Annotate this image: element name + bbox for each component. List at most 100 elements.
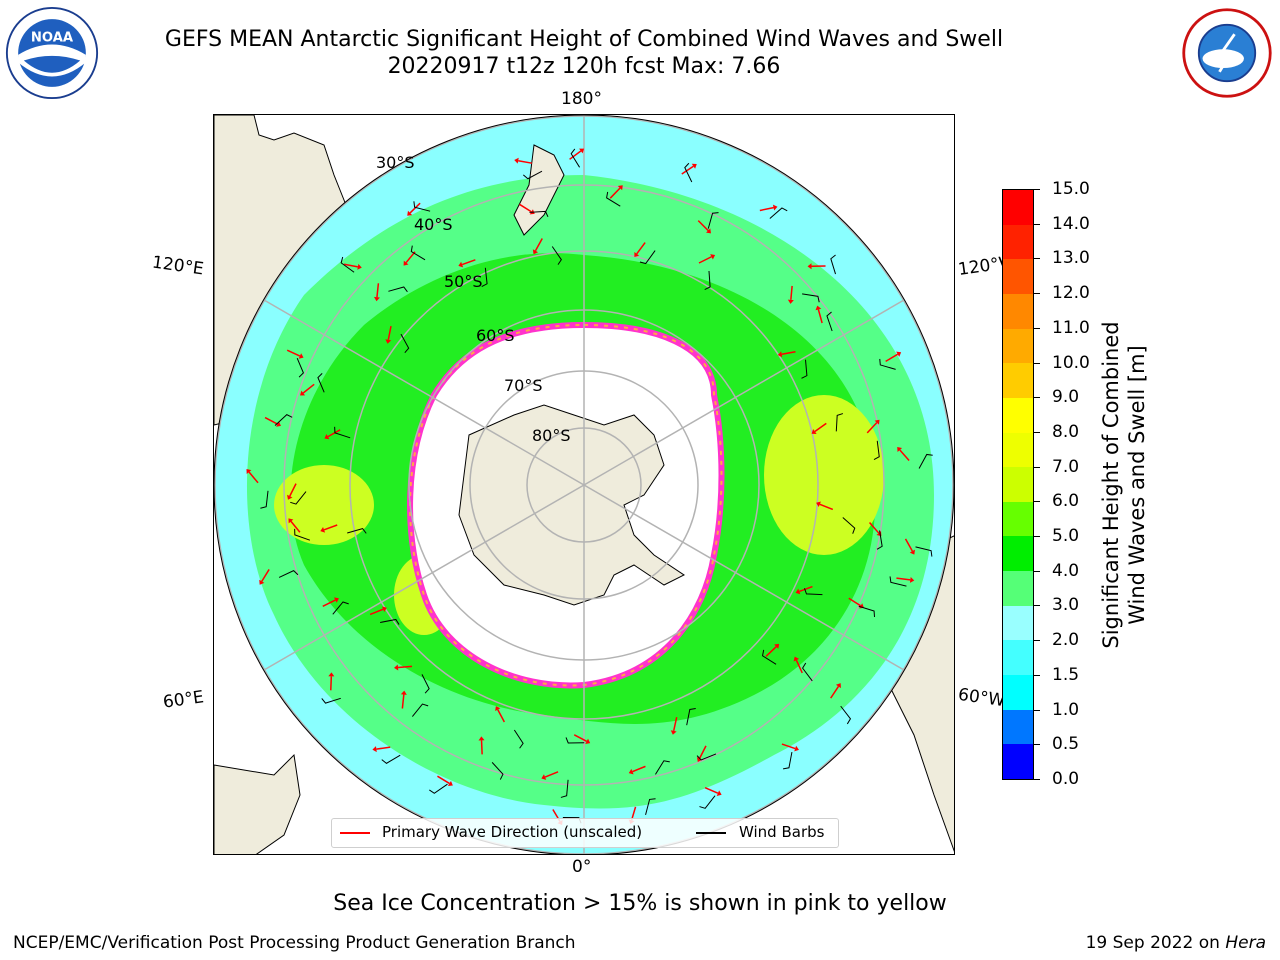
wave-arrow-head: [909, 549, 915, 555]
wave-arrow: [817, 309, 823, 324]
wave-arrow-head: [706, 228, 711, 234]
lon-label-60e: 60°E: [161, 687, 206, 713]
wave-arrow: [759, 206, 774, 212]
wind-barb: [347, 528, 367, 534]
wind-barb: [830, 254, 837, 275]
colorbar-tick-label: 0.5: [1052, 734, 1080, 755]
colorbar-tick-label: 15.0: [1052, 179, 1090, 199]
graticule: [214, 115, 954, 854]
colorbar-segment: [1003, 501, 1033, 537]
wind-barb: [761, 649, 777, 665]
colorbar-segment: [1003, 362, 1033, 398]
chart-title: GEFS MEAN Antarctic Significant Height o…: [164, 27, 1004, 52]
wind-barb: [340, 256, 355, 273]
machine-name: Hera: [1225, 933, 1266, 953]
colorbar-tick-label: 4.0: [1052, 560, 1080, 581]
wave-arrow-head: [909, 576, 915, 583]
wind-barb: [570, 148, 581, 168]
colorbar-tick: [1034, 674, 1040, 676]
wave-arrow-head: [787, 299, 794, 304]
wave-arrow-head: [447, 780, 453, 786]
wind-barb: [842, 517, 856, 534]
wave-arrow: [322, 599, 336, 607]
wave-arrow-head: [541, 774, 547, 780]
wind-barb: [889, 576, 907, 587]
wave-arrow: [286, 349, 301, 357]
wind-barb: [873, 440, 880, 461]
wind-barb: [294, 528, 311, 541]
colorbar-segment: [1003, 397, 1033, 433]
wind-barb: [400, 333, 410, 354]
wind-barb: [876, 530, 883, 550]
colorbar-tick-label: 12.0: [1052, 283, 1090, 304]
wave-arrow: [896, 577, 911, 581]
wave-arrow-head: [777, 351, 783, 358]
colorbar-tick: [1034, 709, 1040, 711]
date-text: 19 Sep 2022 on Hera: [1086, 933, 1266, 953]
wind-barb: [413, 201, 431, 212]
date-value: 19 Sep 2022 on: [1085, 933, 1220, 953]
wave-arrow-head: [385, 339, 392, 344]
wave-arrow: [904, 538, 914, 552]
colorbar-tick: [1034, 293, 1040, 295]
wave-arrow: [632, 765, 646, 773]
wind-barbs-legend-swatch: [696, 832, 726, 834]
wind-barb: [835, 413, 844, 432]
wave-arrow-head: [716, 790, 722, 796]
colorbar-tick-label: 11.0: [1052, 317, 1090, 338]
colorbar-tick-label: 6.0: [1052, 491, 1080, 512]
wave-arrow-head: [300, 390, 306, 396]
wave-arrow-head: [324, 433, 330, 440]
wind-barb: [429, 783, 448, 794]
wind-barb: [782, 751, 793, 770]
wave-arrow: [799, 585, 813, 593]
wave-arrow-head: [579, 148, 585, 154]
wind-barb: [707, 212, 719, 229]
wave-arrow: [497, 709, 506, 723]
colorbar-tick-label: 1.0: [1052, 699, 1080, 720]
wind-barb: [260, 490, 269, 509]
lat-label-40: 40°S: [414, 215, 453, 234]
colorbar-segment: [1003, 709, 1033, 745]
wind-barb: [278, 570, 299, 578]
wave-arrow: [830, 686, 840, 699]
colorbar-tick: [1034, 431, 1040, 433]
wind-barb: [826, 311, 833, 332]
wave-arrow-head: [458, 261, 464, 268]
wave-arrow-head: [794, 745, 799, 752]
wave-arrow: [480, 740, 483, 755]
wave-arrow-head: [807, 263, 812, 270]
wave-arrow: [534, 238, 543, 252]
wave-arrow: [866, 422, 878, 434]
wave-arrow: [290, 520, 301, 533]
wave-arrow-head: [774, 643, 780, 649]
colorbar-tick: [1034, 223, 1040, 225]
colorbar-tick: [1034, 189, 1040, 190]
wave-arrow-head: [246, 468, 252, 474]
wave-arrow-head: [772, 204, 778, 211]
wave-arrow: [330, 676, 333, 691]
wave-arrow: [681, 165, 694, 175]
wave-arrow-head: [811, 429, 817, 434]
wind-barb: [481, 267, 488, 287]
colorbar-tick: [1034, 466, 1040, 468]
wind-barb: [334, 426, 351, 439]
colorbar-tick-label: 13.0: [1052, 248, 1090, 269]
wind-barb: [684, 162, 693, 183]
wave-height-peak-west: [274, 465, 374, 545]
wave-arrow: [819, 503, 834, 511]
wind-barb: [529, 210, 549, 218]
wave-arrow-head: [795, 588, 801, 595]
lat-label-30: 30°S: [376, 153, 415, 172]
lon-label-180: 180°: [561, 89, 602, 109]
wind-barb: [551, 246, 562, 265]
wave-arrow-head: [478, 736, 485, 741]
lon-label-0: 0°: [572, 857, 592, 877]
colorbar-segment: [1003, 674, 1033, 710]
wave-arrow: [343, 263, 358, 268]
wave-arrow-head: [617, 185, 623, 191]
wind-barb: [804, 588, 823, 596]
colorbar-tick-label: 9.0: [1052, 387, 1080, 408]
wind-barb: [381, 754, 401, 764]
polar-map: 30°S 40°S 50°S 60°S 70°S 80°S: [213, 114, 955, 855]
